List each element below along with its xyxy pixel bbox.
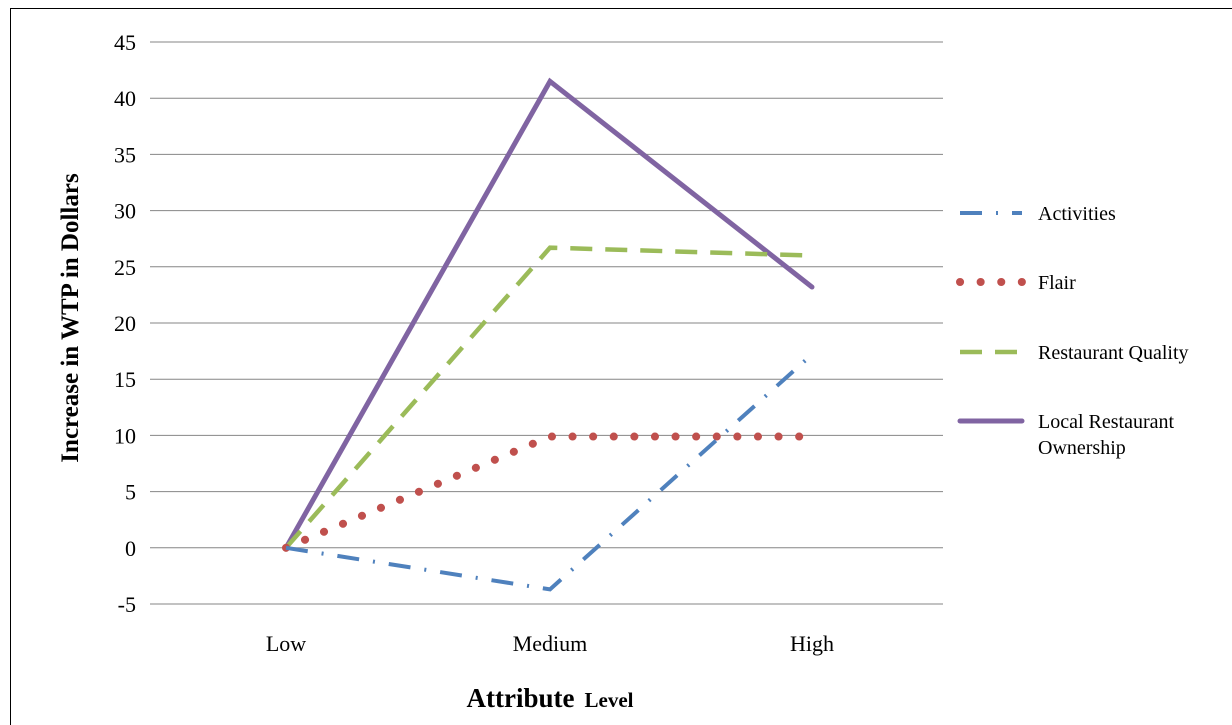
y-axis-title: Increase in WTP in Dollars xyxy=(57,173,84,463)
y-tick-label: 35 xyxy=(114,142,136,167)
series-lines xyxy=(282,77,816,592)
y-tick-label: 25 xyxy=(114,255,136,280)
legend-label: Flair xyxy=(1038,272,1076,294)
legend-label: Restaurant Quality xyxy=(1038,342,1189,364)
y-tick-labels: -5 0 5 10 15 20 25 30 35 40 45 xyxy=(114,30,136,617)
x-tick-label: Medium xyxy=(513,631,588,656)
legend: Activities Flair Restaurant Quality Local R… xyxy=(956,203,1189,459)
series-line-local-restaurant-ownership xyxy=(283,77,815,551)
x-axis-title-main: Attribute xyxy=(467,683,575,713)
series-line-flair xyxy=(282,432,816,552)
y-tick-label: 0 xyxy=(125,536,136,561)
x-axis-title: Attribute Level xyxy=(467,683,634,713)
y-tick-label: 40 xyxy=(114,86,136,111)
x-tick-label: High xyxy=(790,631,834,656)
series-line-restaurant-quality xyxy=(284,245,813,550)
x-axis-title-suffix: Level xyxy=(585,688,634,712)
x-tick-labels: Low Medium High xyxy=(266,631,834,656)
y-tick-label: 10 xyxy=(114,423,136,448)
y-tick-label: 5 xyxy=(125,480,136,505)
chart-frame xyxy=(10,8,1232,725)
y-tick-label: -5 xyxy=(118,592,136,617)
y-tick-label: 45 xyxy=(114,30,136,55)
y-tick-label: 30 xyxy=(114,199,136,224)
y-tick-label: 20 xyxy=(114,311,136,336)
y-tick-label: 15 xyxy=(114,367,136,392)
legend-label: Activities xyxy=(1038,203,1116,225)
gridlines xyxy=(150,41,943,605)
series-line-activities xyxy=(285,352,814,592)
legend-label: Local Restaurant Ownership xyxy=(1038,411,1174,459)
x-tick-label: Low xyxy=(266,631,306,656)
